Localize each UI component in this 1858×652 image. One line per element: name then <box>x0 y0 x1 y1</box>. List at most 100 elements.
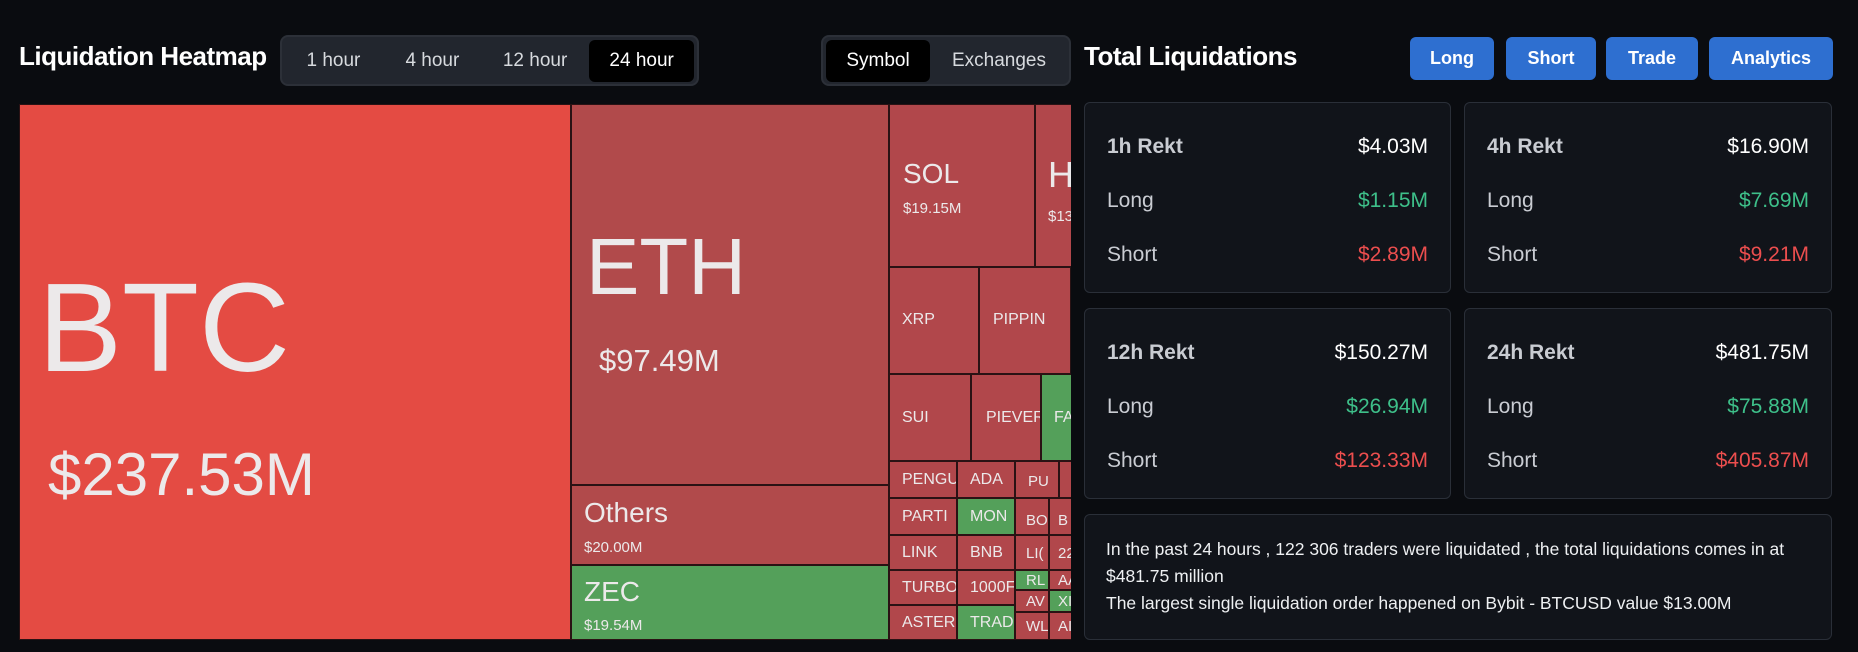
short-label: Short <box>1487 449 1538 472</box>
tile-aster[interactable]: ASTER <box>889 605 957 640</box>
card-label: 4h Rekt <box>1487 135 1563 158</box>
tile-ai[interactable]: AI <box>1049 612 1071 640</box>
tab-24-hour[interactable]: 24 hour <box>589 39 694 82</box>
tile-piever[interactable]: PIEVER <box>971 374 1041 461</box>
tile-pengu[interactable]: PENGU <box>889 461 957 498</box>
tile-pippin[interactable]: PIPPIN <box>979 267 1071 374</box>
tile-symbol: SUI <box>902 409 929 426</box>
tile-symbol: SOL <box>903 158 960 189</box>
tile-p[interactable]: P <box>1059 461 1071 498</box>
trade-button[interactable]: Trade <box>1606 37 1698 80</box>
tile-symbol: AI <box>1058 618 1071 635</box>
rekt-card-1h: 1h Rekt $4.03M Long $1.15M Short $2.89M <box>1084 102 1451 293</box>
card-total: $481.75M <box>1715 341 1809 364</box>
tile-symbol: RL <box>1026 572 1046 589</box>
tile-wl[interactable]: WL <box>1015 612 1049 640</box>
tile-link[interactable]: LINK <box>889 535 957 570</box>
tile-av[interactable]: AV <box>1015 590 1049 612</box>
long-value: $75.88M <box>1727 395 1809 418</box>
tile-parti[interactable]: PARTI <box>889 498 957 535</box>
tile-symbol: ASTER <box>902 614 956 631</box>
tile-symbol: PARTI <box>902 508 948 525</box>
tile-fa[interactable]: FA <box>1041 374 1071 461</box>
tile-symbol: Others <box>584 497 669 528</box>
tile-aa[interactable]: AA <box>1049 570 1071 590</box>
short-value: $405.87M <box>1715 449 1809 472</box>
tab-1-hour[interactable]: 1 hour <box>306 49 361 71</box>
tile-22[interactable]: 22 <box>1049 535 1071 570</box>
tab-exchanges[interactable]: Exchanges <box>951 49 1046 71</box>
tile-symbol: TRAD <box>970 614 1014 631</box>
card-label: 1h Rekt <box>1107 135 1183 158</box>
tile-turbo[interactable]: TURBO <box>889 570 957 605</box>
tile-symbol: XRP <box>902 311 935 328</box>
liquidation-summary: In the past 24 hours , 122 306 traders w… <box>1084 514 1832 640</box>
short-label: Short <box>1107 449 1158 472</box>
card-label: 12h Rekt <box>1107 341 1195 364</box>
card-total: $150.27M <box>1334 341 1428 364</box>
tile-eth[interactable]: ETH $97.49M <box>571 104 889 485</box>
tile-symbol: AV <box>1026 593 1045 610</box>
tile-symbol: FA <box>1054 409 1071 426</box>
card-total: $16.90M <box>1727 135 1809 158</box>
tile-h[interactable]: H $13 <box>1035 104 1071 267</box>
tile-pu[interactable]: PU <box>1015 461 1059 498</box>
short-value: $123.33M <box>1334 449 1428 472</box>
heatmap-title: Liquidation Heatmap <box>19 41 267 71</box>
long-button[interactable]: Long <box>1410 37 1494 80</box>
long-value: $1.15M <box>1357 189 1428 212</box>
tile-symbol: PENGU <box>902 471 957 488</box>
tile-sol[interactable]: SOL $19.15M <box>889 104 1035 267</box>
tab-symbol[interactable]: Symbol <box>826 39 930 82</box>
tile-1000f[interactable]: 1000F <box>957 570 1015 605</box>
long-label: Long <box>1487 189 1534 212</box>
tile-rl[interactable]: RL <box>1015 570 1049 590</box>
total-liquidations-title: Total Liquidations <box>1084 41 1297 71</box>
summary-text: In the past 24 hours , 122 306 traders w… <box>1106 539 1785 586</box>
tile-symbol: BO <box>1026 512 1048 529</box>
long-label: Long <box>1107 189 1154 212</box>
tile-symbol: WL <box>1026 618 1049 635</box>
analytics-button[interactable]: Analytics <box>1709 37 1833 80</box>
liquidation-treemap: BTC $237.53M ETH $97.49M Others $20.00M … <box>19 104 1071 640</box>
card-label: 24h Rekt <box>1487 341 1575 364</box>
tile-symbol: LINK <box>902 544 938 561</box>
tile-value: $237.53M <box>48 441 315 508</box>
short-label: Short <box>1487 243 1538 266</box>
tile-mon[interactable]: MON <box>957 498 1015 535</box>
long-label: Long <box>1107 395 1154 418</box>
tile-xi[interactable]: XI <box>1049 590 1071 612</box>
short-button[interactable]: Short <box>1506 37 1596 80</box>
tile-b[interactable]: B <box>1049 498 1071 535</box>
tile-bnb[interactable]: BNB <box>957 535 1015 570</box>
tile-xrp[interactable]: XRP <box>889 267 979 374</box>
tile-btc[interactable]: BTC $237.53M <box>19 104 571 640</box>
tile-bo[interactable]: BO <box>1015 498 1049 535</box>
time-range-tabs: 1 hour 4 hour 12 hour 24 hour <box>280 35 699 86</box>
rekt-card-24h: 24h Rekt $481.75M Long $75.88M Short $40… <box>1464 308 1832 499</box>
tile-zec[interactable]: ZEC $19.54M <box>571 565 889 640</box>
largest-order-text: The largest single liquidation order hap… <box>1106 593 1732 613</box>
tile-symbol: B <box>1058 512 1069 529</box>
tile-symbol: BTC <box>38 257 290 398</box>
tile-sui[interactable]: SUI <box>889 374 971 461</box>
tab-4-hour[interactable]: 4 hour <box>405 49 460 71</box>
tile-ada[interactable]: ADA <box>957 461 1015 498</box>
tile-value: $19.15M <box>903 200 962 217</box>
tile-value: $20.00M <box>584 539 643 556</box>
tile-value: $19.54M <box>584 617 643 634</box>
view-mode-tabs: Symbol Exchanges <box>821 35 1071 86</box>
tile-symbol: 22 <box>1058 545 1071 562</box>
tile-others[interactable]: Others $20.00M <box>571 485 889 565</box>
long-value: $26.94M <box>1346 395 1428 418</box>
tile-symbol: PIPPIN <box>993 311 1046 328</box>
tile-symbol: P <box>1070 474 1071 489</box>
tile-li[interactable]: LI( <box>1015 535 1049 570</box>
tile-symbol: ETH <box>586 222 746 311</box>
short-value: $9.21M <box>1738 243 1809 266</box>
short-label: Short <box>1107 243 1158 266</box>
tile-value: $97.49M <box>599 343 720 378</box>
tile-trad[interactable]: TRAD <box>957 605 1015 640</box>
short-value: $2.89M <box>1357 243 1428 266</box>
tab-12-hour[interactable]: 12 hour <box>502 49 568 71</box>
